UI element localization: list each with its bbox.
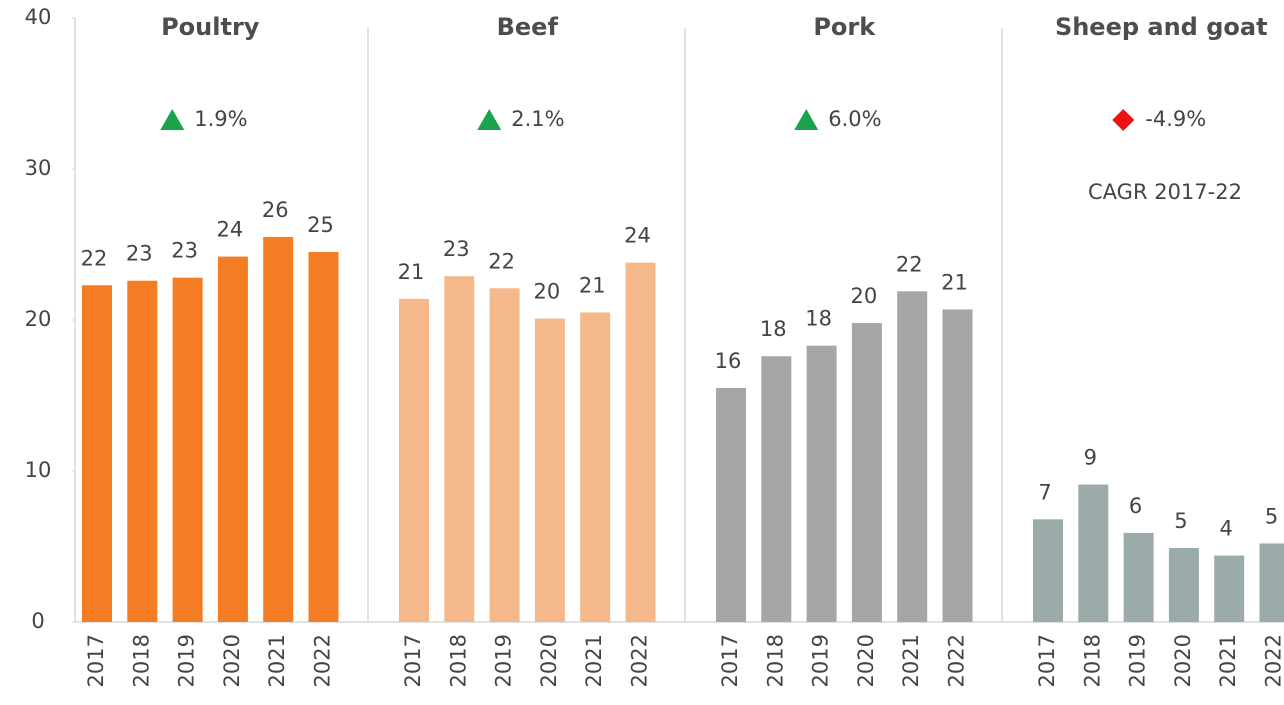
y-tick-label: 10	[25, 458, 52, 482]
bar	[489, 288, 520, 622]
x-tick-label: 2017	[84, 634, 108, 687]
bar	[217, 256, 248, 622]
panel-title: Pork	[813, 13, 876, 41]
value-label: 16	[715, 349, 742, 373]
bar	[172, 277, 203, 622]
x-tick-label: 2019	[492, 634, 516, 687]
x-tick-label: 2020	[537, 634, 561, 687]
value-label: 22	[488, 249, 515, 273]
panel-title: Beef	[497, 13, 559, 41]
value-label: 7	[1038, 480, 1051, 504]
x-tick-label: 2021	[265, 634, 289, 687]
x-tick-label: 2017	[1035, 634, 1059, 687]
value-label: 23	[126, 242, 153, 266]
value-label: 5	[1174, 509, 1187, 533]
bar	[851, 323, 882, 622]
x-tick-label: 2020	[1171, 634, 1195, 687]
bar	[1259, 543, 1284, 622]
bar	[1123, 532, 1154, 622]
cagr-marker	[477, 109, 502, 130]
bar	[399, 298, 429, 622]
bar	[897, 291, 928, 622]
cagr-label: 6.0%	[828, 107, 881, 131]
value-label: 24	[624, 224, 651, 248]
bar	[308, 252, 339, 623]
x-tick-label: 2018	[129, 634, 153, 687]
value-label: 4	[1220, 517, 1233, 541]
value-label: 21	[398, 260, 425, 284]
value-label: 23	[171, 239, 198, 263]
bar	[580, 312, 611, 622]
cagr-label: 2.1%	[511, 107, 564, 131]
bar	[716, 387, 746, 622]
value-label: 20	[534, 279, 561, 303]
x-tick-label: 2017	[718, 634, 742, 687]
x-tick-label: 2021	[582, 634, 606, 687]
x-tick-label: 2021	[1216, 634, 1240, 687]
bar	[82, 285, 112, 622]
x-tick-label: 2022	[945, 634, 969, 687]
cagr-marker	[1112, 109, 1135, 131]
bar	[942, 309, 973, 622]
bar	[761, 356, 792, 622]
cagr-label: 1.9%	[194, 107, 247, 131]
value-label: 24	[217, 218, 244, 242]
value-label: 5	[1265, 504, 1278, 528]
x-tick-label: 2019	[809, 634, 833, 687]
value-label: 20	[851, 284, 878, 308]
cagr-marker	[794, 109, 819, 130]
value-label: 26	[262, 198, 289, 222]
value-label: 18	[760, 317, 787, 341]
x-tick-label: 2019	[1126, 634, 1150, 687]
bar	[263, 236, 294, 622]
y-tick-label: 30	[25, 156, 52, 180]
bar	[127, 280, 158, 622]
bar	[806, 345, 837, 622]
value-label: 9	[1084, 446, 1097, 470]
x-tick-label: 2021	[899, 634, 923, 687]
bar	[1214, 555, 1245, 622]
value-label: 18	[805, 307, 832, 331]
panel-title: Sheep and goat	[1055, 13, 1268, 41]
y-tick-label: 40	[25, 5, 52, 29]
x-tick-label: 2018	[1080, 634, 1104, 687]
bar	[1078, 484, 1109, 622]
value-label: 21	[941, 270, 968, 294]
value-label: 22	[896, 252, 923, 276]
cagr-marker	[160, 109, 185, 130]
x-tick-label: 2022	[1262, 634, 1284, 687]
x-tick-label: 2019	[175, 634, 199, 687]
annotation: CAGR 2017-22	[1088, 180, 1242, 204]
value-label: 25	[307, 213, 334, 237]
x-tick-label: 2020	[220, 634, 244, 687]
panel-title: Poultry	[161, 13, 260, 41]
bar	[1033, 519, 1063, 622]
x-tick-label: 2018	[763, 634, 787, 687]
bar	[534, 318, 565, 622]
value-label: 21	[579, 273, 606, 297]
x-tick-label: 2017	[401, 634, 425, 687]
x-tick-label: 2020	[854, 634, 878, 687]
value-label: 6	[1129, 494, 1142, 518]
value-label: 22	[81, 246, 108, 270]
bar	[625, 262, 656, 622]
value-label: 23	[443, 237, 470, 261]
y-tick-label: 0	[31, 609, 44, 633]
cagr-label: -4.9%	[1145, 107, 1206, 131]
x-tick-label: 2022	[628, 634, 652, 687]
y-tick-label: 20	[25, 307, 52, 331]
x-tick-label: 2022	[311, 634, 335, 687]
bar	[1168, 548, 1199, 622]
x-tick-label: 2018	[446, 634, 470, 687]
bar	[444, 276, 475, 622]
